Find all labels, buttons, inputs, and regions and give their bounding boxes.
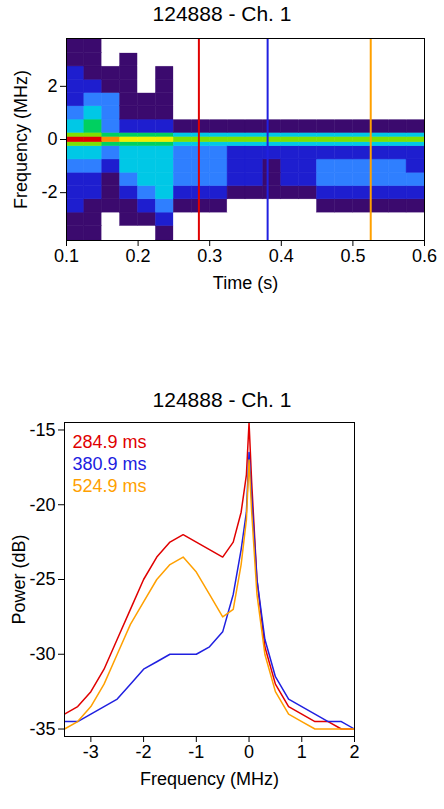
svg-text:-3: -3 <box>83 742 99 762</box>
svg-text:284.9 ms: 284.9 ms <box>73 432 147 452</box>
svg-text:380.9 ms: 380.9 ms <box>73 454 147 474</box>
svg-text:-1: -1 <box>188 742 204 762</box>
svg-text:-2: -2 <box>136 742 152 762</box>
svg-text:-25: -25 <box>29 569 55 589</box>
svg-text:-15: -15 <box>29 420 55 440</box>
svg-text:524.9 ms: 524.9 ms <box>73 476 147 496</box>
svg-text:1: 1 <box>297 742 307 762</box>
svg-text:2: 2 <box>47 76 57 96</box>
svg-text:0.1: 0.1 <box>54 246 79 266</box>
svg-text:0.5: 0.5 <box>340 246 365 266</box>
html-text:124888 - Ch. 1: 124888 - Ch. 1 <box>152 2 292 25</box>
svg-text:Frequency (MHz): Frequency (MHz) <box>11 70 31 209</box>
svg-text:Time (s): Time (s) <box>213 273 278 293</box>
svg-text:Frequency (MHz): Frequency (MHz) <box>140 769 279 789</box>
svg-text:2: 2 <box>349 742 359 762</box>
html-text:124888 - Ch. 1: 124888 - Ch. 1 <box>152 388 292 411</box>
svg-text:0: 0 <box>47 129 57 149</box>
svg-text:0.4: 0.4 <box>269 246 294 266</box>
svg-text:0: 0 <box>244 742 254 762</box>
svg-text:-2: -2 <box>41 182 57 202</box>
svg-text:0.2: 0.2 <box>126 246 151 266</box>
svg-text:Power (dB): Power (dB) <box>9 534 29 624</box>
svg-text:0.3: 0.3 <box>197 246 222 266</box>
svg-text:-30: -30 <box>29 644 55 664</box>
svg-text:-35: -35 <box>29 719 55 739</box>
svg-text:-20: -20 <box>29 494 55 514</box>
svg-text:0.6: 0.6 <box>412 246 437 266</box>
